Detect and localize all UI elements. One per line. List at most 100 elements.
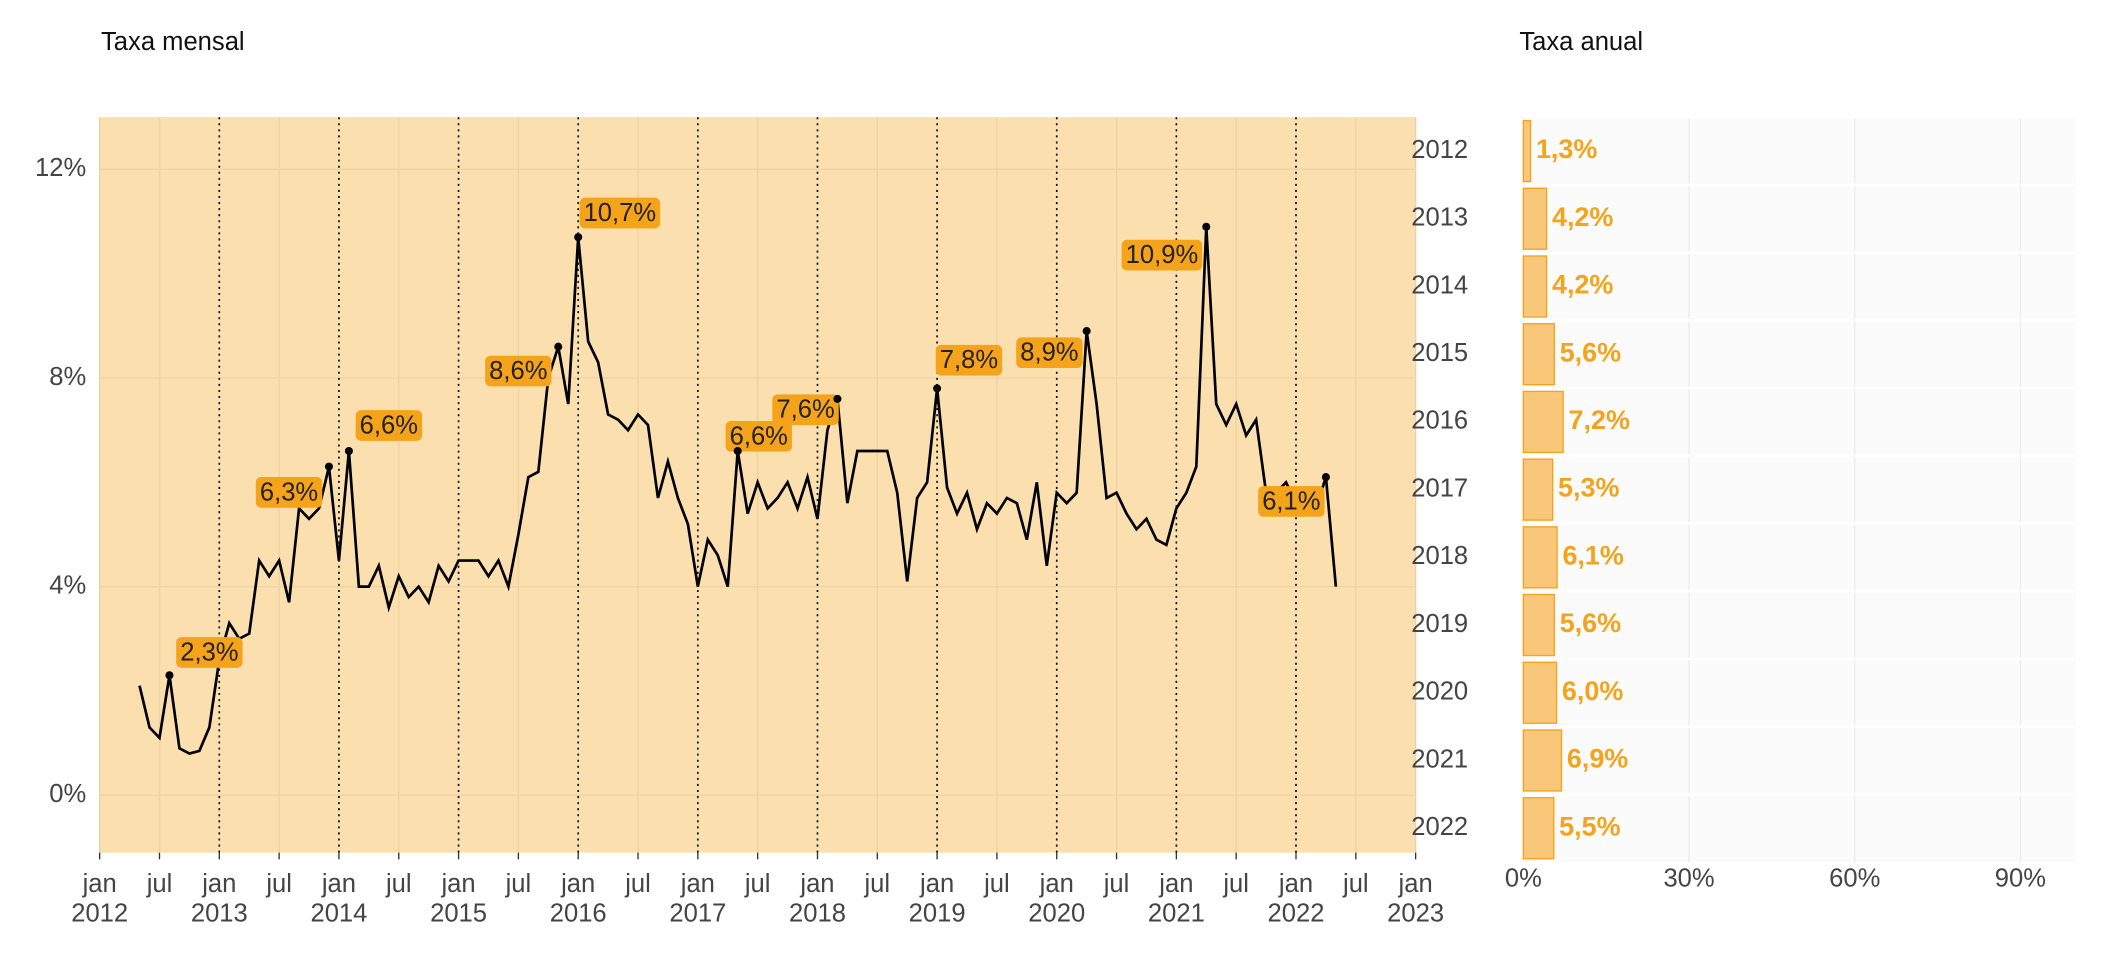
x-tick-label: jan 2015	[430, 870, 487, 928]
y-tick-label: 2014	[1411, 271, 1468, 299]
y-tick-label: 4%	[49, 571, 86, 599]
x-tick-label-line: jan	[1158, 870, 1193, 898]
value-label: 7,2%	[1569, 405, 1630, 435]
y-tick-label: 2013	[1411, 204, 1468, 232]
bar	[1522, 187, 1548, 250]
annotation: 2,3%	[176, 637, 243, 668]
x-tick-label-line: 2020	[1028, 899, 1085, 927]
annotation-box	[485, 355, 552, 387]
x-tick-label: jul	[385, 870, 412, 898]
annotation-label: 8,6%	[489, 357, 547, 385]
x-tick-label-line: jan	[82, 870, 117, 898]
annotation-point	[344, 446, 353, 456]
annotation-point	[933, 384, 942, 393]
x-tick-label: jul	[983, 870, 1010, 898]
x-tick-label-line: jul	[505, 870, 532, 898]
x-tick-label: jan 2018	[789, 870, 846, 928]
x-tick-label-line: 2016	[550, 899, 607, 927]
x-tick-label-line: jul	[385, 870, 412, 898]
y-tick-label: 2018	[1411, 542, 1468, 570]
annotation-label: 7,6%	[776, 396, 834, 424]
x-tick-label: jan 2016	[550, 870, 607, 928]
bar	[1522, 119, 1532, 183]
y-tick-label: 0%	[49, 780, 86, 808]
x-tick-label-line: jul	[1103, 870, 1130, 898]
plot-background	[1523, 117, 2076, 863]
x-tick-label: jul	[744, 870, 771, 898]
x-tick-label: jan 2021	[1148, 870, 1205, 928]
annotation-label: 6,6%	[730, 422, 788, 450]
value-label: 6,9%	[1567, 744, 1628, 774]
annotation-label: 8,9%	[1020, 339, 1078, 367]
x-tick-label: jul	[146, 870, 173, 898]
annotation-box	[725, 420, 792, 452]
bar	[1522, 593, 1555, 657]
annotation: 6,1%	[1258, 486, 1325, 517]
x-tick-label-line: jan	[1039, 870, 1074, 898]
x-tick-label: jul	[265, 870, 292, 898]
value-label: 4,2%	[1552, 202, 1613, 232]
x-tick-label-line: jul	[983, 870, 1010, 898]
x-tick-label-line: 2019	[909, 899, 966, 927]
x-tick-label: 30%	[1663, 864, 1714, 892]
y-tick-label: 2022	[1411, 813, 1468, 841]
annotation-point	[574, 233, 583, 242]
x-tick-label-line: 2013	[191, 899, 248, 927]
x-tick-label-line: jul	[1342, 870, 1369, 898]
x-tick-label-line: 2023	[1387, 899, 1444, 927]
x-tick-label-line: jul	[624, 870, 651, 898]
bar	[1522, 797, 1555, 860]
x-tick-label-line: 2014	[310, 899, 367, 927]
value-label: 1,3%	[1536, 134, 1597, 164]
annotation-box	[1121, 239, 1203, 271]
annotation: 10,9%	[1121, 239, 1203, 271]
x-tick-label-line: jan	[799, 870, 834, 898]
value-label: 5,5%	[1559, 811, 1620, 841]
x-tick-label: jan 2020	[1028, 870, 1085, 928]
x-tick-label: jan 2012	[71, 870, 128, 928]
annotation-point	[733, 446, 742, 456]
bar	[1522, 729, 1563, 792]
annotation-box	[1016, 337, 1083, 369]
x-tick-label-line: jan	[1278, 870, 1313, 898]
y-tick-label: 12%	[35, 154, 86, 182]
value-label: 6,1%	[1562, 540, 1623, 570]
y-tick-label: 2019	[1411, 610, 1468, 638]
x-tick-label-line: 2021	[1148, 899, 1205, 927]
x-tick-label-line: 2018	[789, 899, 846, 927]
chart-title: Taxa anual	[1519, 28, 1643, 56]
annotation: 7,6%	[772, 394, 839, 426]
annotation-point	[324, 462, 334, 471]
x-tick-label-line: jan	[1398, 870, 1433, 898]
annotation-label: 7,8%	[940, 346, 998, 374]
annotation: 8,6%	[485, 355, 552, 387]
x-tick-label: jan 2019	[909, 870, 966, 928]
annotation-point	[1202, 222, 1211, 231]
y-tick-label: 2017	[1411, 474, 1468, 502]
x-tick-label: 0%	[1505, 864, 1542, 892]
annotation-box	[255, 477, 323, 508]
annotation: 6,6%	[355, 410, 423, 441]
x-tick-label-line: 2022	[1268, 899, 1325, 927]
x-tick-label-line: jan	[560, 870, 595, 898]
x-tick-label: jul	[624, 870, 651, 898]
x-tick-label-line: jan	[680, 870, 715, 898]
x-tick-label-line: 2017	[669, 899, 726, 927]
annotation-box	[1258, 486, 1325, 517]
y-tick-label: 2012	[1411, 136, 1468, 164]
annotation-label: 10,9%	[1126, 241, 1199, 269]
annotation-label: 6,3%	[260, 478, 318, 506]
value-label: 5,6%	[1560, 608, 1621, 638]
x-tick-label-line: jul	[863, 870, 890, 898]
annotation-box	[772, 394, 839, 426]
annotation-box	[355, 410, 423, 441]
x-tick-label: jul	[1222, 870, 1249, 898]
annotation: 10,7%	[579, 197, 661, 229]
x-tick-label: jan 2023	[1387, 870, 1444, 928]
x-tick-label: jan 2017	[669, 870, 726, 928]
annotation: 8,9%	[1016, 337, 1083, 369]
annotation-label: 6,1%	[1262, 487, 1320, 515]
annotation-point	[833, 394, 842, 403]
value-label: 5,3%	[1558, 473, 1619, 503]
x-tick-label: jul	[863, 870, 890, 898]
